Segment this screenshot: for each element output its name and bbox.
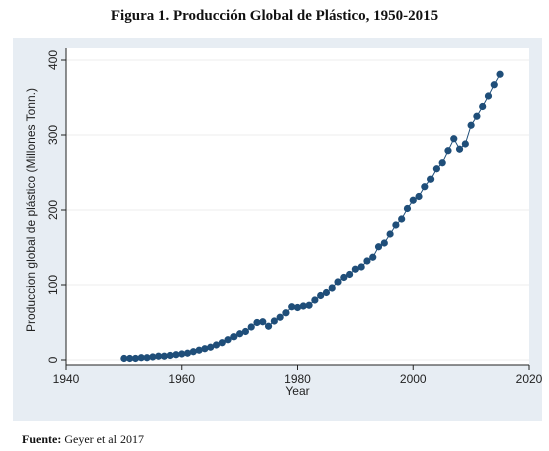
- data-point: [212, 341, 221, 349]
- y-tick-label: 200: [46, 200, 60, 220]
- source-note: Fuente: Geyer et al 2017: [22, 432, 144, 447]
- data-point: [479, 102, 487, 111]
- y-tick-label: 100: [46, 275, 60, 295]
- data-point: [247, 323, 255, 331]
- data-point: [403, 204, 412, 213]
- data-point: [322, 288, 331, 297]
- data-point: [259, 318, 267, 326]
- data-point: [369, 253, 377, 261]
- x-tick-label: 1980: [284, 372, 311, 386]
- data-point: [270, 317, 278, 325]
- data-point: [334, 278, 342, 286]
- data-point: [409, 196, 417, 204]
- data-point: [241, 327, 250, 336]
- source-label: Fuente:: [22, 432, 62, 446]
- data-point: [473, 112, 481, 120]
- data-point: [432, 165, 440, 173]
- data-point: [317, 291, 325, 300]
- data-point: [236, 330, 244, 338]
- data-point: [189, 348, 197, 356]
- data-point: [484, 92, 493, 100]
- data-point: [357, 263, 365, 271]
- data-point: [218, 339, 226, 347]
- data-point: [149, 353, 157, 361]
- x-tick-label: 1940: [53, 372, 80, 386]
- data-point: [450, 135, 458, 143]
- data-point: [427, 175, 435, 183]
- data-point: [253, 318, 261, 327]
- data-point: [305, 301, 313, 309]
- data-point: [282, 309, 290, 317]
- y-tick-label: 0: [46, 356, 60, 363]
- data-point: [172, 351, 180, 359]
- data-point: [438, 159, 446, 167]
- data-point: [461, 140, 469, 148]
- data-point: [386, 230, 394, 238]
- data-point: [166, 351, 174, 360]
- data-point: [311, 296, 319, 304]
- data-point: [490, 81, 498, 89]
- data-point: [155, 352, 163, 360]
- chart-title: Figura 1. Producción Global de Plástico,…: [110, 8, 439, 24]
- source-text: Geyer et al 2017: [64, 432, 144, 446]
- data-point: [207, 343, 215, 351]
- data-point: [363, 257, 371, 265]
- chart-panel: 1940 1960 1980 2000 2020 0 100 200 300 400 Year Pro…: [13, 38, 542, 421]
- data-point: [340, 273, 348, 282]
- y-axis-title: Produccion global de plástico (Millones …: [24, 88, 38, 332]
- data-point: [380, 239, 388, 247]
- y-tick-label: 400: [46, 50, 60, 70]
- x-axis-title: Year: [285, 384, 309, 398]
- data-point: [230, 333, 238, 341]
- data-point: [131, 354, 140, 363]
- data-point: [143, 354, 151, 362]
- data-point: [299, 302, 307, 310]
- line-chart: 1940 1960 1980 2000 2020 0 100 200 300 400 Year Pro…: [24, 48, 542, 398]
- data-point: [288, 303, 296, 311]
- data-point: [178, 350, 186, 358]
- data-point: [137, 354, 145, 362]
- plot-area: [66, 48, 529, 365]
- data-point: [183, 349, 192, 357]
- data-point: [398, 215, 406, 223]
- data-point: [351, 265, 359, 273]
- data-point: [264, 322, 273, 330]
- data-point: [374, 243, 383, 251]
- data-point: [496, 70, 504, 78]
- data-point: [392, 221, 400, 229]
- data-point: [276, 313, 284, 321]
- data-point: [415, 192, 423, 201]
- data-point: [126, 354, 134, 363]
- data-point: [421, 183, 429, 191]
- data-point: [328, 284, 336, 292]
- data-point: [201, 345, 209, 353]
- data-point: [160, 352, 168, 360]
- x-tick-label: 2000: [400, 372, 427, 386]
- data-point: [444, 147, 452, 155]
- x-tick-label: 1960: [168, 372, 195, 386]
- data-point: [224, 336, 232, 344]
- data-point: [195, 346, 203, 354]
- data-point: [120, 354, 128, 363]
- data-point: [293, 303, 302, 312]
- x-tick-label: 2020: [516, 372, 542, 386]
- data-point: [455, 145, 464, 153]
- data-point: [345, 270, 354, 279]
- y-tick-label: 300: [46, 125, 60, 145]
- data-point: [467, 121, 475, 129]
